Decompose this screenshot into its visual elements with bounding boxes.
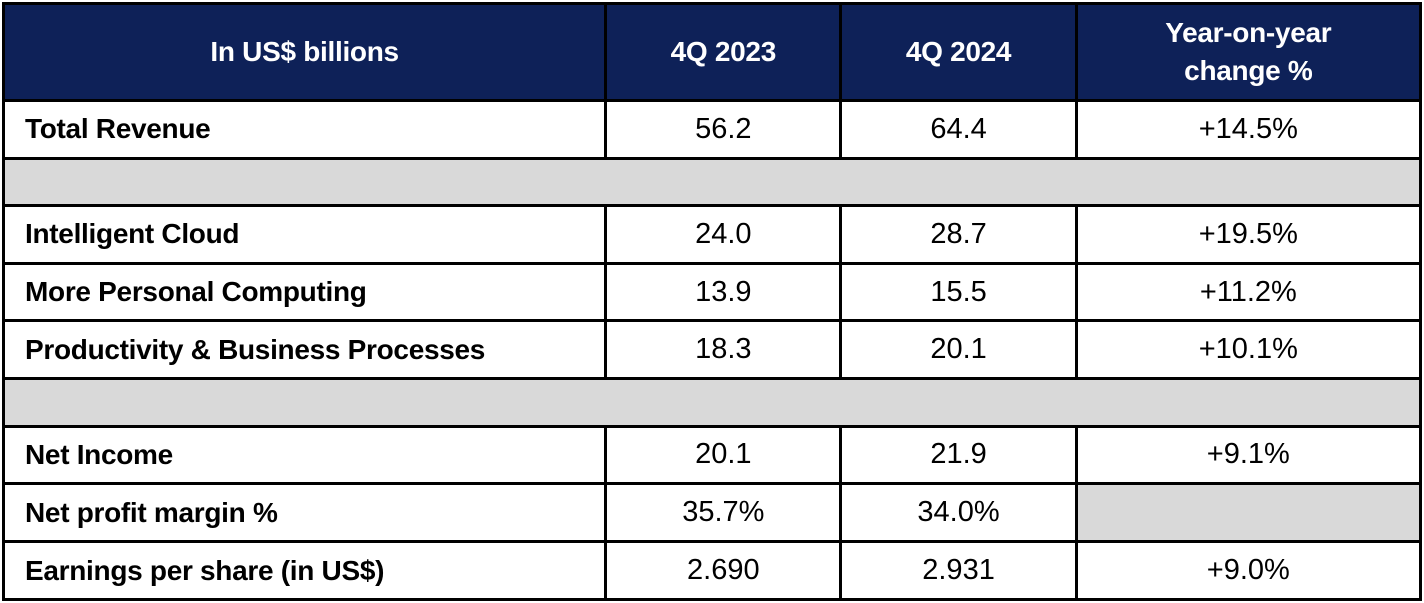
value-yoy-empty bbox=[1074, 482, 1423, 544]
row-label: Intelligent Cloud bbox=[1, 203, 608, 265]
value-yoy: +9.1% bbox=[1074, 424, 1423, 486]
spacer-band bbox=[2, 377, 1422, 428]
value-4q2023: 35.7% bbox=[604, 482, 843, 544]
header-yoy-change: Year-on-year change % bbox=[1074, 2, 1423, 102]
value-4q2024: 64.4 bbox=[839, 98, 1078, 160]
value-4q2023: 18.3 bbox=[604, 319, 843, 381]
value-4q2023: 20.1 bbox=[604, 424, 843, 486]
value-yoy: +10.1% bbox=[1074, 319, 1423, 381]
value-yoy: +11.2% bbox=[1074, 261, 1423, 323]
row-net-profit-margin: Net profit margin % 35.7% 34.0% bbox=[1, 482, 1423, 544]
row-intelligent-cloud: Intelligent Cloud 24.0 28.7 +19.5% bbox=[1, 203, 1423, 265]
value-4q2023: 13.9 bbox=[604, 261, 843, 323]
row-label: Net Income bbox=[1, 424, 608, 486]
header-4q2024: 4Q 2024 bbox=[839, 2, 1078, 102]
header-4q2023: 4Q 2023 bbox=[604, 2, 843, 102]
value-yoy: +9.0% bbox=[1074, 540, 1423, 601]
value-yoy: +14.5% bbox=[1074, 98, 1423, 160]
row-label: Productivity & Business Processes bbox=[1, 319, 608, 381]
spacer-band bbox=[2, 156, 1422, 207]
value-4q2023: 56.2 bbox=[604, 98, 843, 160]
value-4q2023: 2.690 bbox=[604, 540, 843, 601]
value-4q2024: 20.1 bbox=[839, 319, 1078, 381]
spacer-row bbox=[2, 377, 1422, 428]
value-4q2024: 28.7 bbox=[839, 203, 1078, 265]
value-4q2024: 21.9 bbox=[839, 424, 1078, 486]
row-productivity-business-processes: Productivity & Business Processes 18.3 2… bbox=[1, 319, 1423, 381]
value-4q2024: 2.931 bbox=[839, 540, 1078, 601]
row-label: Net profit margin % bbox=[1, 482, 608, 544]
row-label: Total Revenue bbox=[1, 98, 608, 160]
value-4q2024: 34.0% bbox=[839, 482, 1078, 544]
row-label: More Personal Computing bbox=[1, 261, 608, 323]
value-yoy: +19.5% bbox=[1074, 203, 1423, 265]
row-net-income: Net Income 20.1 21.9 +9.1% bbox=[1, 424, 1423, 486]
spacer-row bbox=[2, 156, 1422, 207]
value-4q2024: 15.5 bbox=[839, 261, 1078, 323]
row-total-revenue: Total Revenue 56.2 64.4 +14.5% bbox=[1, 98, 1423, 160]
row-more-personal-computing: More Personal Computing 13.9 15.5 +11.2% bbox=[1, 261, 1423, 323]
row-earnings-per-share: Earnings per share (in US$) 2.690 2.931 … bbox=[1, 540, 1423, 601]
value-4q2023: 24.0 bbox=[604, 203, 843, 265]
header-units-label: In US$ billions bbox=[1, 2, 608, 102]
table-header-row: In US$ billions 4Q 2023 4Q 2024 Year-on-… bbox=[1, 2, 1423, 102]
row-label: Earnings per share (in US$) bbox=[1, 540, 608, 601]
header-yoy-line1: Year-on-year bbox=[1165, 17, 1332, 49]
header-yoy-line2: change % bbox=[1184, 54, 1313, 86]
